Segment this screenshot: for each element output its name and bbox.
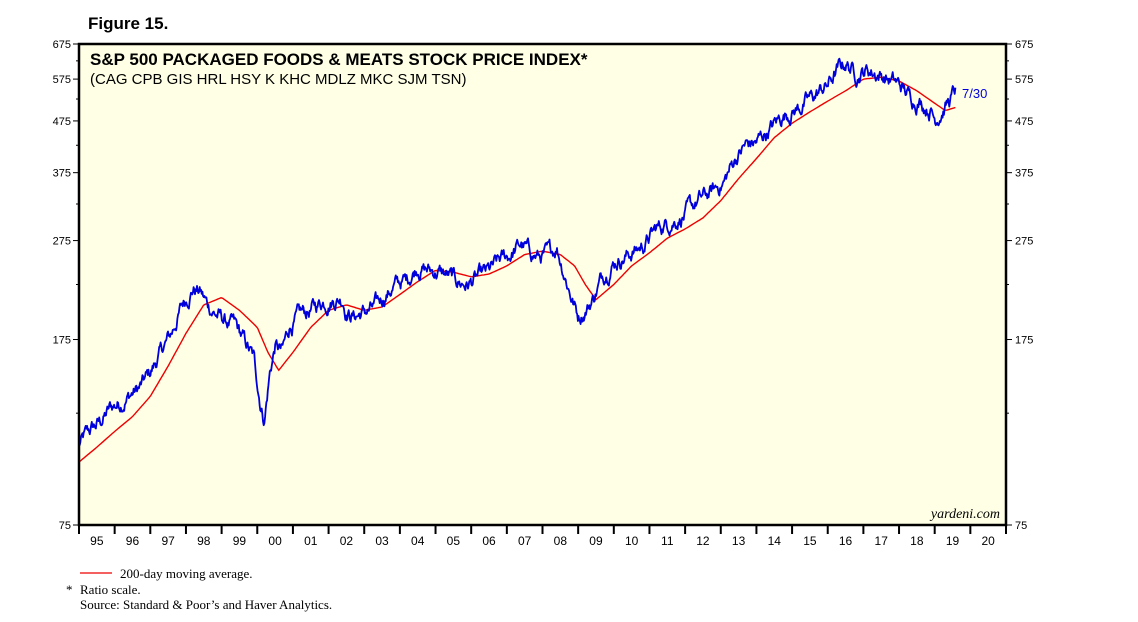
x-tick-label: 04 [411,534,425,548]
ma-legend-label: 200-day moving average. [120,566,252,581]
right-y-tick-label: 675 [1015,39,1033,51]
x-tick-label: 06 [482,534,496,548]
chart-title: S&P 500 PACKAGED FOODS & MEATS STOCK PRI… [90,50,588,69]
x-tick-label: 00 [268,534,282,548]
chart-subtitle: (CAG CPB GIS HRL HSY K KHC MDLZ MKC SJM … [90,71,466,88]
source-note: Source: Standard & Poor’s and Haver Anal… [80,597,332,612]
x-tick-label: 98 [197,534,211,548]
left-y-tick-label: 475 [53,116,71,128]
x-tick-label: 17 [875,534,889,548]
right-y-tick-label: 275 [1015,236,1033,248]
left-y-axis: 75 175 275 375 475 575 675 [53,39,79,532]
price-index-line [78,57,957,447]
figure-label: Figure 15. [88,14,168,33]
right-y-tick-label: 75 [1015,520,1027,532]
x-tick-label: 20 [981,534,995,548]
x-tick-label: 96 [126,534,140,548]
x-tick-label: 99 [233,534,247,548]
x-tick-label: 07 [518,534,532,548]
ratio-note: Ratio scale. [80,582,141,597]
left-y-tick-label: 575 [53,74,71,86]
x-tick-label: 05 [447,534,461,548]
left-y-tick-label: 75 [59,520,71,532]
x-tick-label: 12 [696,534,710,548]
moving-average-line [78,76,956,463]
series-group [78,57,957,463]
x-tick-label: 15 [803,534,817,548]
x-tick-label: 03 [375,534,389,548]
x-tick-label: 97 [161,534,175,548]
right-y-axis: 75 175 275 375 475 575 675 [1006,39,1033,532]
left-y-tick-label: 675 [53,39,71,51]
x-tick-label: 11 [661,534,674,548]
x-tick-label: 16 [839,534,853,548]
x-tick-label: 01 [304,534,318,548]
x-tick-label: 95 [90,534,104,548]
right-y-tick-label: 475 [1015,116,1033,128]
plot-area [79,44,1006,525]
end-date-label: 7/30 [962,86,987,101]
x-tick-label: 10 [625,534,639,548]
right-y-tick-label: 575 [1015,74,1033,86]
x-tick-label: 02 [340,534,354,548]
x-tick-label: 18 [910,534,924,548]
x-tick-label: 14 [768,534,782,548]
x-axis: 95 96 97 98 99 00 01 02 03 04 05 06 07 08 09 10 11 12 13 14… [78,525,1007,548]
brand-watermark: yardeni.com [929,507,1000,522]
x-tick-label: 08 [554,534,568,548]
left-y-tick-label: 175 [53,335,71,347]
x-tick-label: 19 [946,534,960,548]
plot-frame [77,42,1008,527]
right-y-tick-label: 375 [1015,168,1033,180]
x-tick-label: 13 [732,534,746,548]
left-y-tick-label: 375 [53,168,71,180]
right-y-tick-label: 175 [1015,335,1033,347]
x-tick-label: 09 [589,534,603,548]
ratio-marker: * [66,582,73,597]
left-y-tick-label: 275 [53,236,71,248]
